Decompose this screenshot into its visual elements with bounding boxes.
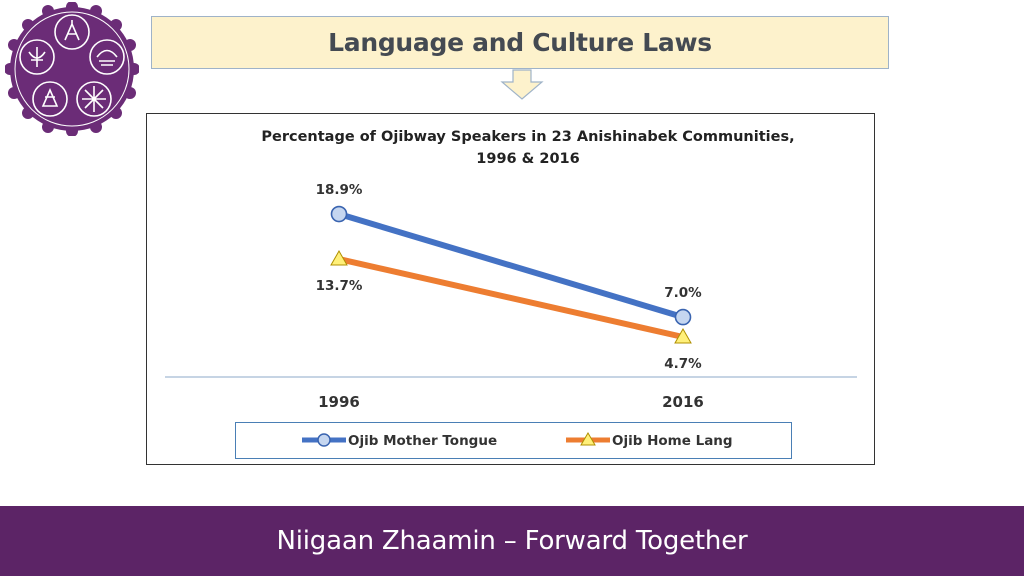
footer-bar: Niigaan Zhaamin – Forward Together [0, 506, 1024, 576]
series-1-label-1: 4.7% [664, 356, 702, 372]
legend-label-1: Ojib Home Lang [612, 433, 733, 449]
line-chart: Percentage of Ojibway Speakers in 23 Ani… [165, 129, 857, 411]
chart-frame: Percentage of Ojibway Speakers in 23 Ani… [146, 113, 875, 465]
x-tick-label-0: 1996 [318, 393, 360, 411]
series-1-label-0: 13.7% [316, 278, 363, 294]
series-line-1 [336, 256, 686, 340]
down-arrow-icon [500, 69, 544, 101]
organization-logo [4, 1, 140, 137]
slide-title: Language and Culture Laws [328, 28, 712, 57]
footer-tagline: Niigaan Zhaamin – Forward Together [276, 526, 748, 556]
series-1-point-1 [674, 327, 692, 344]
chart-title-line-2: 1996 & 2016 [476, 151, 579, 167]
series-0-label-1: 7.0% [664, 285, 702, 301]
series-line-0 [336, 211, 686, 321]
series-1-point-0 [330, 250, 348, 266]
series-0-point-1 [674, 308, 692, 326]
x-tick-label-1: 2016 [662, 393, 704, 411]
legend-label-0: Ojib Mother Tongue [348, 433, 497, 449]
chart-title-line-1: Percentage of Ojibway Speakers in 23 Ani… [261, 129, 794, 145]
slide-title-banner: Language and Culture Laws [151, 16, 889, 69]
legend-marker-1 [580, 432, 596, 446]
chart-legend: Ojib Mother Tongue Ojib Home Lang [235, 422, 792, 459]
legend-marker-0 [317, 433, 331, 447]
series-0-label-0: 18.9% [316, 182, 363, 198]
series-0-point-0 [330, 205, 348, 223]
